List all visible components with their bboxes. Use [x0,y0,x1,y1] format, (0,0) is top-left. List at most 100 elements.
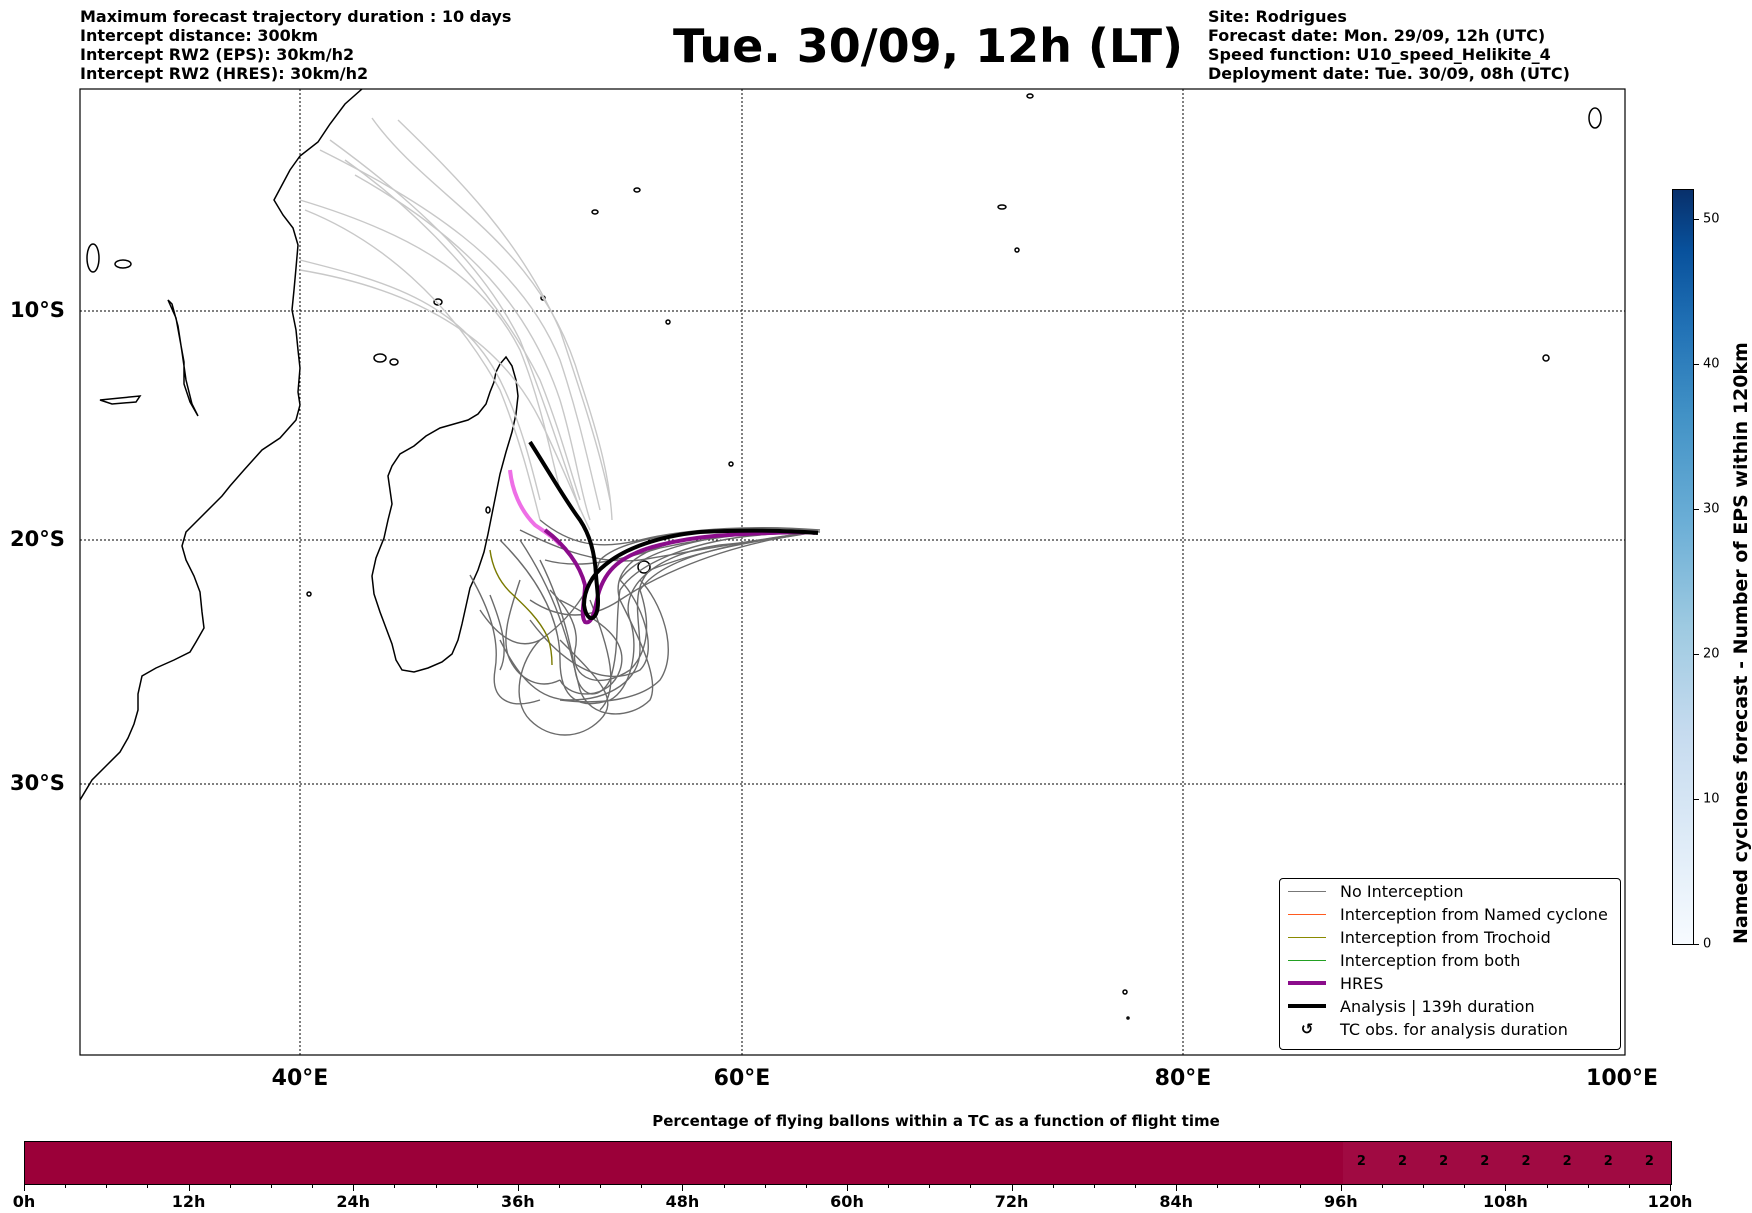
eps-faint-trajectories [299,117,613,531]
legend-line-named-cyclone [1288,913,1326,915]
timeline-highlight [1343,1142,1671,1184]
timeline-tick [353,1184,355,1191]
timeline-label: 0h [12,1192,36,1211]
timeline-tick [764,1184,766,1188]
timeline-tick [929,1184,931,1188]
legend-line-both [1288,959,1326,961]
timeline-label: 48h [665,1192,700,1211]
map-frame [79,88,1626,1056]
timeline-strip [24,1141,1672,1185]
legend-item: ↺ TC obs. for analysis duration [1288,1019,1568,1039]
timeline-label: 108h [1482,1192,1528,1211]
colorbar-title: Named cyclones forecast - Number of EPS … [1730,342,1752,944]
lon-label: 40°E [271,1066,329,1091]
lon-label: 100°E [1586,1066,1658,1091]
gridlines [80,89,1625,1055]
header-left-line: Intercept RW2 (HRES): 30km/h2 [80,64,369,83]
timeline-tick [1176,1184,1178,1191]
header-right-line: Forecast date: Mon. 29/09, 12h (UTC) [1208,26,1546,45]
legend-item: HRES [1288,973,1383,993]
eps-trajectories [469,519,821,736]
legend-label: Interception from Named cyclone [1340,904,1608,924]
timeline-tick [1135,1184,1137,1188]
timeline-tick [888,1184,890,1188]
header-left-line: Maximum forecast trajectory duration : 1… [80,7,512,26]
lat-label: 30°S [10,771,65,795]
colorbar-tick-label: 30 [1703,501,1720,517]
timeline-tick [1423,1184,1425,1188]
islands [86,93,1602,1020]
timeline-tick [1011,1184,1013,1191]
legend-item: Interception from Trochoid [1288,927,1551,947]
timeline-label: 84h [1159,1192,1194,1211]
colorbar-tick [1693,799,1699,800]
header-right-line: Deployment date: Tue. 30/09, 08h (UTC) [1208,64,1570,83]
timeline-tick [723,1184,725,1188]
timeline-tick [641,1184,643,1188]
colorbar-tick-label: 0 [1703,936,1712,952]
timeline-tick [476,1184,478,1188]
timeline-tick [682,1184,684,1191]
timeline-tick [517,1184,519,1191]
timeline-tick [147,1184,149,1188]
header-right-line: Site: Rodrigues [1208,7,1347,26]
colorbar-tick [1693,364,1699,365]
timeline-tick [24,1184,25,1191]
legend-line-trochoid [1288,936,1326,938]
legend-item: Analysis | 139h duration [1288,996,1535,1016]
timeline-tick [847,1184,848,1191]
header-right-line: Speed function: U10_speed_Helikite_4 [1208,45,1551,64]
lon-label: 60°E [713,1066,771,1091]
page-title: Tue. 30/09, 12h (LT) [673,19,1183,73]
timeline-tick [1299,1184,1301,1188]
timeline-label: 60h [830,1192,864,1211]
legend-label: Interception from Trochoid [1340,927,1551,947]
timeline-tick [270,1184,272,1188]
lon-label: 80°E [1154,1066,1212,1091]
analysis-trajectory [528,440,819,621]
timeline-title: Percentage of flying ballons within a TC… [652,1112,1220,1130]
colorbar-tick-label: 50 [1703,211,1720,227]
legend-label: Interception from both [1340,950,1521,970]
timeline-tick [65,1184,67,1188]
colorbar-tick-label: 40 [1703,356,1720,372]
timeline-tick [394,1184,396,1188]
map-legend: No Interception Interception from Named … [1279,878,1621,1050]
timeline-tick [600,1184,602,1188]
legend-label: HRES [1340,973,1384,993]
timeline-tick [1587,1184,1589,1188]
timeline-label: 120h [1647,1192,1693,1211]
timeline-tick [1464,1184,1466,1188]
timeline-tick [1381,1184,1383,1188]
colorbar-tick-label: 10 [1703,791,1720,807]
timeline-tick [1052,1184,1054,1188]
timeline-tick [1628,1184,1630,1188]
header-right: Site: Rodrigues Forecast date: Mon. 29/0… [1208,7,1570,83]
timeline-tick [805,1184,807,1188]
colorbar-tick [1693,944,1699,945]
timeline-percent: 2 [1439,1154,1449,1169]
legend-line-analysis [1288,1004,1326,1008]
timeline-percent: 2 [1603,1154,1613,1169]
timeline-percent: 2 [1480,1154,1490,1169]
legend-item: Interception from both [1288,950,1520,970]
colorbar-tick-label: 20 [1703,646,1720,662]
timeline-tick [229,1184,231,1188]
lat-label: 10°S [10,298,65,322]
coastline-africa [80,89,363,801]
header-left: Maximum forecast trajectory duration : 1… [80,7,511,83]
colorbar-tick [1693,219,1699,220]
coastline-madagascar [371,355,519,673]
colorbar-tick [1693,654,1699,655]
hres-trajectory [543,528,816,625]
timeline-percent: 2 [1397,1154,1408,1169]
legend-label: TC obs. for analysis duration [1340,1019,1568,1039]
timeline-percent: 2 [1562,1154,1572,1169]
timeline-tick [1546,1184,1548,1188]
legend-item: Interception from Named cyclone [1288,904,1608,924]
timeline-percent: 2 [1521,1154,1531,1169]
timeline-tick [435,1184,437,1188]
timeline-tick [558,1184,560,1188]
lat-label: 20°S [10,527,65,551]
